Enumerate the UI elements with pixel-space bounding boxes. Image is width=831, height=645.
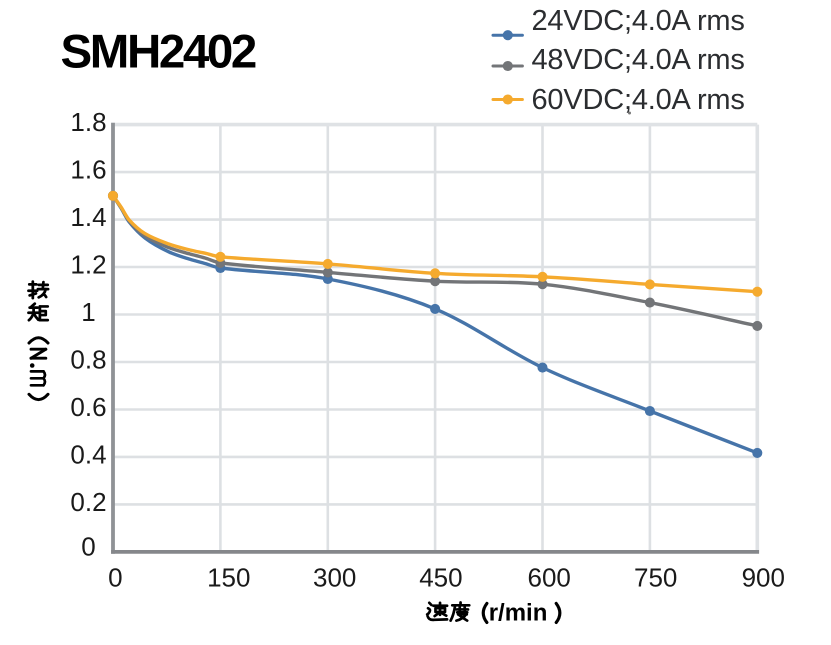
svg-text:24VDC;4.0A rms: 24VDC;4.0A rms <box>532 5 745 37</box>
svg-text:150: 150 <box>207 563 250 593</box>
svg-text:600: 600 <box>528 563 571 593</box>
svg-text:1.2: 1.2 <box>70 250 106 280</box>
svg-text:300: 300 <box>313 563 356 593</box>
svg-text:0: 0 <box>81 531 95 561</box>
svg-text:0.2: 0.2 <box>70 487 106 517</box>
svg-text:r/min: r/min <box>489 599 548 626</box>
svg-text:0: 0 <box>108 563 122 593</box>
svg-text:750: 750 <box>634 563 677 593</box>
svg-text:1.8: 1.8 <box>70 107 106 137</box>
svg-text:1.4: 1.4 <box>70 202 106 232</box>
svg-text:450: 450 <box>419 563 462 593</box>
svg-text:900: 900 <box>742 563 785 593</box>
svg-text:0.6: 0.6 <box>70 392 106 422</box>
svg-text:1.6: 1.6 <box>70 155 106 185</box>
svg-text:0.4: 0.4 <box>70 439 106 469</box>
svg-text:48VDC;4.0A rms: 48VDC;4.0A rms <box>532 44 745 76</box>
svg-text:SMH2402: SMH2402 <box>61 26 256 79</box>
svg-text:60VDC;4.0A rms: 60VDC;4.0A rms <box>532 84 745 116</box>
svg-text:0.8: 0.8 <box>70 345 106 375</box>
svg-text:1: 1 <box>81 297 95 327</box>
